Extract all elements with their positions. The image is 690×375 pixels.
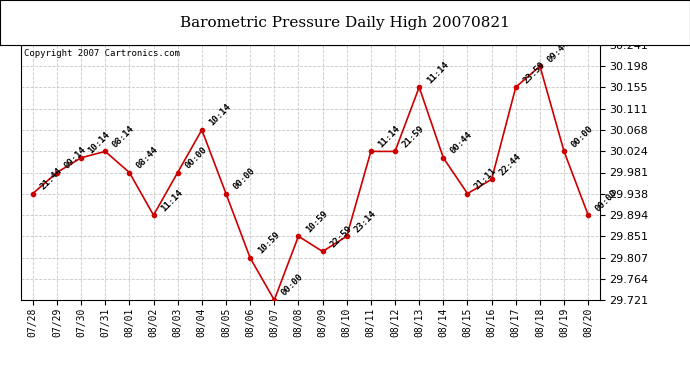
Text: 23:59: 23:59 [522,60,546,85]
Text: 22:44: 22:44 [497,152,522,177]
Text: 21:59: 21:59 [401,124,426,149]
Text: 11:14: 11:14 [425,60,450,85]
Text: 23:14: 23:14 [353,209,377,234]
Text: 21:11: 21:11 [473,166,498,191]
Text: 21:44: 21:44 [39,166,63,191]
Text: 08:14: 08:14 [111,124,136,149]
Text: 11:14: 11:14 [159,188,184,213]
Text: 00:00: 00:00 [232,166,257,191]
Text: 10:59: 10:59 [256,230,281,256]
Text: 00:00: 00:00 [280,273,305,298]
Text: Copyright 2007 Cartronics.com: Copyright 2007 Cartronics.com [23,49,179,58]
Text: 10:59: 10:59 [304,209,329,234]
Text: 00:00: 00:00 [570,124,595,149]
Text: 00:00: 00:00 [184,145,208,170]
Text: 09:14: 09:14 [63,145,88,170]
Text: 00:44: 00:44 [449,130,474,156]
Text: 10:14: 10:14 [87,130,112,156]
Text: 11:14: 11:14 [377,124,402,149]
Text: 08:44: 08:44 [135,145,160,170]
Text: 22:59: 22:59 [328,224,353,249]
Text: 09:44: 09:44 [546,39,571,64]
Text: 00:00: 00:00 [594,188,619,213]
Text: 10:14: 10:14 [208,102,233,128]
Text: Barometric Pressure Daily High 20070821: Barometric Pressure Daily High 20070821 [180,15,510,30]
